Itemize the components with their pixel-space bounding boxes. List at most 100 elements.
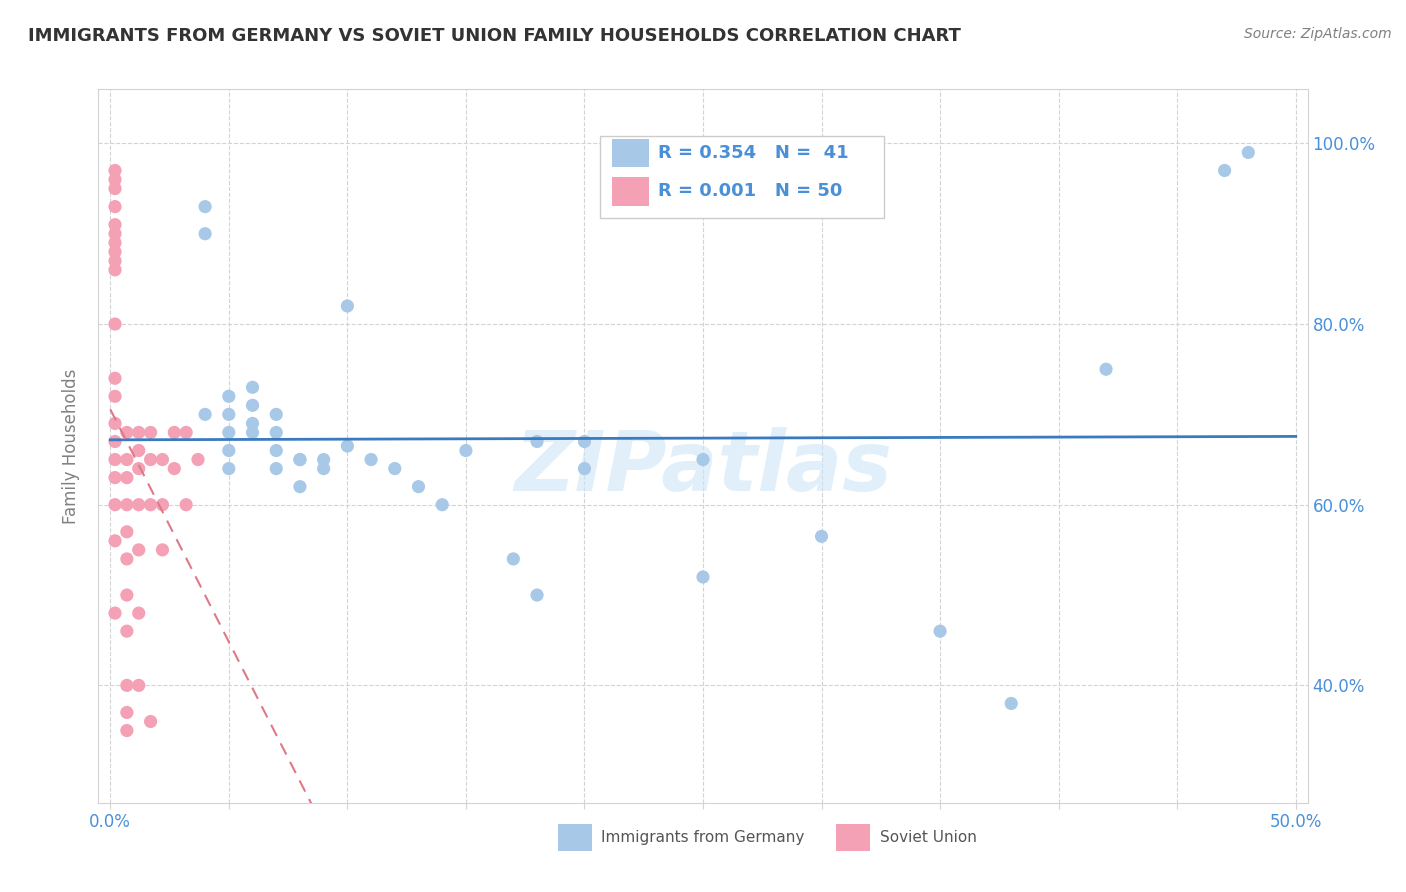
- Point: [194, 200, 217, 214]
- Point: [139, 425, 162, 440]
- Point: [104, 317, 127, 331]
- Point: [360, 452, 382, 467]
- Point: [139, 714, 162, 729]
- Point: [104, 200, 127, 214]
- Point: [104, 417, 127, 431]
- Point: [104, 498, 127, 512]
- Point: [104, 606, 127, 620]
- Point: [152, 498, 174, 512]
- Point: [104, 263, 127, 277]
- Point: [218, 425, 240, 440]
- Point: [174, 425, 197, 440]
- Bar: [558, 824, 592, 851]
- Point: [264, 461, 287, 475]
- Point: [432, 498, 454, 512]
- Point: [115, 452, 138, 467]
- Point: [115, 498, 138, 512]
- Point: [163, 425, 186, 440]
- Point: [115, 552, 138, 566]
- Point: [104, 533, 127, 548]
- Point: [152, 542, 174, 557]
- Point: [104, 253, 127, 268]
- Text: Soviet Union: Soviet Union: [880, 830, 976, 846]
- Point: [104, 434, 127, 449]
- Point: [163, 461, 186, 475]
- Point: [128, 443, 150, 458]
- Point: [115, 723, 138, 738]
- Point: [104, 235, 127, 250]
- Point: [312, 452, 335, 467]
- Point: [139, 452, 162, 467]
- Point: [218, 461, 240, 475]
- Point: [139, 498, 162, 512]
- Point: [115, 588, 138, 602]
- Bar: [600, 136, 884, 218]
- Point: [104, 218, 127, 232]
- Point: [104, 227, 127, 241]
- Point: [104, 172, 127, 186]
- Point: [1213, 163, 1236, 178]
- Point: [187, 452, 209, 467]
- Point: [152, 452, 174, 467]
- Point: [312, 461, 335, 475]
- Point: [242, 380, 264, 394]
- Point: [194, 408, 217, 422]
- Point: [264, 443, 287, 458]
- Point: [502, 552, 524, 566]
- Point: [526, 434, 548, 449]
- Point: [128, 678, 150, 692]
- Point: [242, 398, 264, 412]
- Point: [104, 452, 127, 467]
- Point: [692, 452, 714, 467]
- Point: [288, 480, 311, 494]
- Point: [288, 452, 311, 467]
- Point: [574, 461, 596, 475]
- Point: [128, 542, 150, 557]
- Point: [104, 181, 127, 195]
- Point: [1237, 145, 1260, 160]
- Point: [104, 470, 127, 484]
- Point: [128, 498, 150, 512]
- Point: [104, 371, 127, 385]
- Text: Source: ZipAtlas.com: Source: ZipAtlas.com: [1244, 27, 1392, 41]
- Point: [115, 624, 138, 639]
- Point: [174, 498, 197, 512]
- Point: [288, 452, 311, 467]
- Point: [408, 480, 430, 494]
- Point: [218, 408, 240, 422]
- Point: [218, 443, 240, 458]
- Y-axis label: Family Households: Family Households: [62, 368, 80, 524]
- Bar: [613, 178, 648, 206]
- Point: [194, 227, 217, 241]
- Point: [1095, 362, 1118, 376]
- Point: [115, 706, 138, 720]
- Point: [929, 624, 952, 639]
- Bar: [613, 138, 648, 167]
- Text: R = 0.001   N = 50: R = 0.001 N = 50: [658, 183, 842, 201]
- Point: [104, 163, 127, 178]
- Point: [104, 244, 127, 259]
- Point: [336, 439, 359, 453]
- Point: [336, 299, 359, 313]
- Point: [242, 417, 264, 431]
- Text: Immigrants from Germany: Immigrants from Germany: [602, 830, 804, 846]
- Point: [115, 425, 138, 440]
- Point: [218, 389, 240, 403]
- Point: [384, 461, 406, 475]
- Point: [115, 678, 138, 692]
- Text: IMMIGRANTS FROM GERMANY VS SOVIET UNION FAMILY HOUSEHOLDS CORRELATION CHART: IMMIGRANTS FROM GERMANY VS SOVIET UNION …: [28, 27, 960, 45]
- Point: [128, 606, 150, 620]
- Point: [128, 425, 150, 440]
- Text: ZIPatlas: ZIPatlas: [515, 427, 891, 508]
- Point: [1000, 697, 1022, 711]
- Point: [242, 425, 264, 440]
- Point: [526, 588, 548, 602]
- Point: [264, 408, 287, 422]
- Point: [104, 389, 127, 403]
- Point: [810, 529, 832, 543]
- Bar: [837, 824, 870, 851]
- Point: [128, 461, 150, 475]
- Point: [574, 434, 596, 449]
- Point: [115, 524, 138, 539]
- Point: [454, 443, 477, 458]
